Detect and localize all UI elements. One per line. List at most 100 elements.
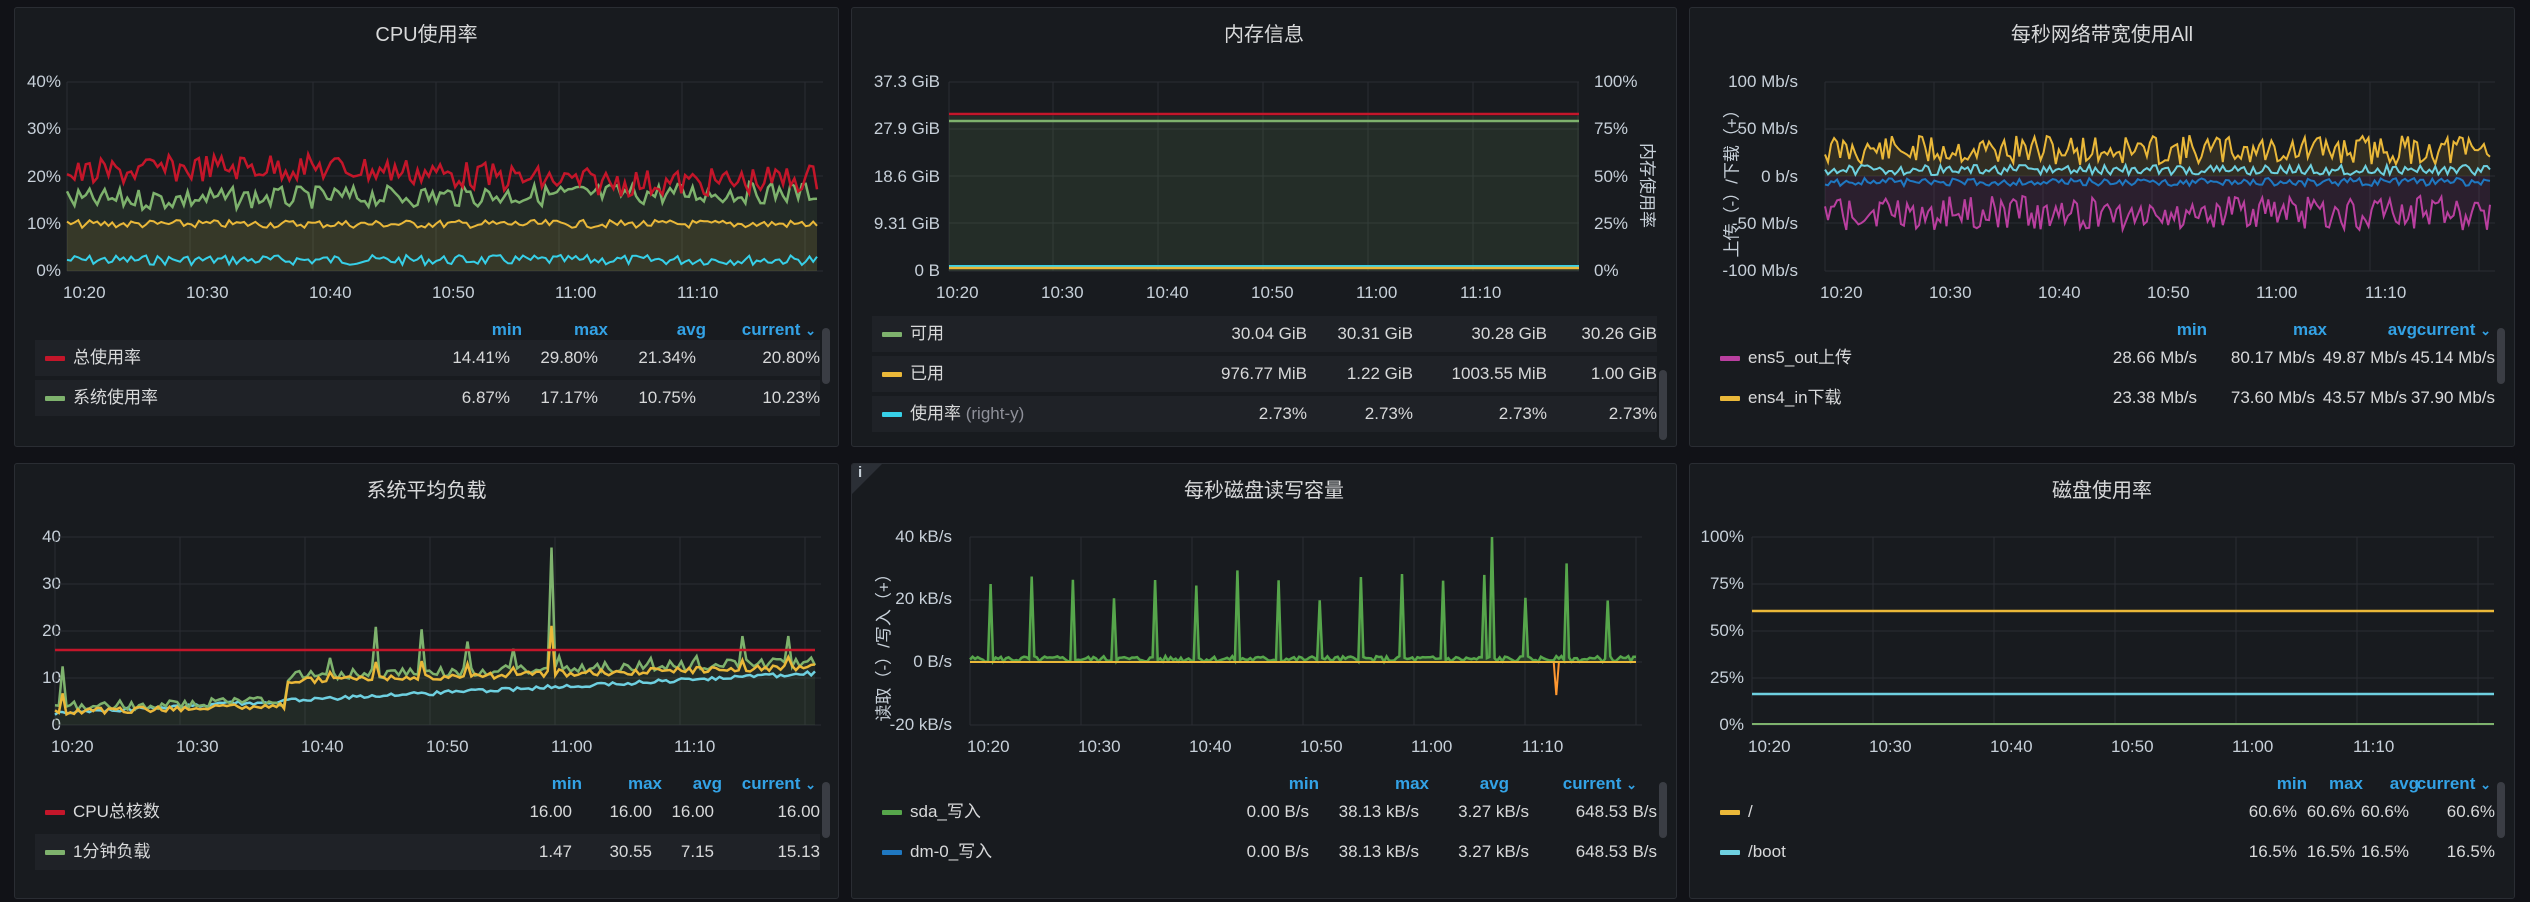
value-current: 10.23% [762,388,820,407]
legend-header-max[interactable]: max [2292,320,2327,339]
panel-title[interactable]: 内存信息 [1224,24,1304,46]
legend-row[interactable]: 已用 976.77 MiB 1.22 GiB 1003.55 MiB 1.00 … [872,356,1657,392]
legend-header-current[interactable]: current ⌄ [742,320,816,340]
load-plot[interactable] [54,527,839,727]
value-current: 20.80% [762,348,820,367]
series-name[interactable]: dm-0_写入 [910,842,993,861]
series-color-swatch[interactable] [1720,356,1740,361]
legend-scrollbar[interactable] [1659,370,1667,440]
legend-scrollbar[interactable] [2497,782,2505,838]
disk-io-panel: i 每秒磁盘读写容量 读取（-）/写入（+） 40 kB/s 20 kB/s 0… [851,463,1677,899]
legend-header-min[interactable]: min [2276,774,2307,793]
legend-row[interactable]: / 60.6% 60.6% 60.6% 60.6% [1710,794,2495,830]
legend-scrollbar[interactable] [822,782,830,838]
legend-table: min max avg current ⌄ ens5_out上传 28.66 M… [1710,320,2505,440]
legend-row[interactable]: CPU总核数 16.00 16.00 16.00 16.00 [35,794,820,830]
legend-row[interactable]: 1分钟负载 1.47 30.55 7.15 15.13 [35,834,820,870]
series-name[interactable]: 已用 [910,356,944,392]
legend-header-current[interactable]: current ⌄ [2417,320,2491,340]
legend-header-max[interactable]: max [1394,774,1429,793]
value-min: 28.66 Mb/s [2112,348,2197,367]
panel-title[interactable]: 磁盘使用率 [2052,480,2152,502]
legend-header-max[interactable]: max [2328,774,2363,793]
cpu-plot[interactable] [65,72,839,272]
legend-row[interactable]: 使用率 (right-y) 2.73% 2.73% 2.73% 2.73% [872,396,1657,432]
legend-header-avg[interactable]: avg [1479,774,1509,793]
series-name[interactable]: sda_写入 [910,802,981,821]
legend-header-max[interactable]: max [573,320,608,339]
series-color-swatch[interactable] [45,396,65,401]
legend-row[interactable]: 系统使用率 6.87% 17.17% 10.75% 10.23% [35,380,820,416]
legend-header-min[interactable]: min [1288,774,1319,793]
memory-plot[interactable] [948,72,1579,272]
series-color-swatch[interactable] [882,810,902,815]
series-name[interactable]: / [1748,802,1753,821]
legend-header-max[interactable]: max [627,774,662,793]
legend-header-current-label: current [741,774,801,793]
series-name[interactable]: ens4_in下载 [1748,388,1842,407]
value-avg: 21.34% [638,348,696,367]
series-name[interactable]: 可用 [910,316,944,352]
y-tick: 25% [1594,214,1629,233]
panel-title[interactable]: 每秒网络带宽使用All [2010,24,2194,46]
series-name[interactable]: CPU总核数 [73,802,160,821]
disk-usage-plot[interactable] [1751,527,2515,727]
series-name[interactable]: 系统使用率 [73,388,158,407]
series-color-swatch[interactable] [1720,396,1740,401]
series-color-swatch[interactable] [1720,850,1740,855]
x-tick: 11:10 [677,283,719,302]
series-color-swatch[interactable] [882,412,902,417]
series-color-swatch[interactable] [882,372,902,377]
legend-header-avg[interactable]: avg [2387,320,2417,339]
y-tick: -20 kB/s [889,715,952,734]
legend-header-current[interactable]: current ⌄ [1563,774,1637,794]
series-color-swatch[interactable] [882,332,902,337]
legend-row[interactable]: ens5_out上传 28.66 Mb/s 80.17 Mb/s 49.87 M… [1710,340,2495,376]
y-tick: 25% [1709,668,1744,687]
legend-header-min[interactable]: min [551,774,582,793]
legend-header-min[interactable]: min [2176,320,2207,339]
value-avg: 2.73% [1498,404,1547,423]
series-color-swatch[interactable] [45,356,65,361]
series-color-swatch[interactable] [882,850,902,855]
legend-scrollbar[interactable] [2497,328,2505,384]
legend-row[interactable]: /boot 16.5% 16.5% 16.5% 16.5% [1710,834,2495,870]
disk-io-plot[interactable] [969,527,1650,727]
legend-row[interactable]: dm-0_写入 0.00 B/s 38.13 kB/s 3.27 kB/s 64… [872,834,1657,870]
series-color-swatch[interactable] [45,850,65,855]
legend-header-avg[interactable]: avg [2389,774,2419,793]
legend-scrollbar[interactable] [1659,782,1667,838]
panel-info-corner[interactable]: i [852,464,882,494]
x-tick: 10:20 [63,283,106,302]
axis-suffix: (right-y) [965,404,1025,423]
panel-title[interactable]: 系统平均负载 [366,480,487,502]
y-tick: 0 B/s [913,652,952,671]
legend-row[interactable]: 可用 30.04 GiB 30.31 GiB 30.28 GiB 30.26 G… [872,316,1657,352]
value-max: 16.00 [609,802,652,821]
value-avg: 16.5% [2360,842,2409,861]
legend-row[interactable]: 总使用率 14.41% 29.80% 21.34% 20.80% [35,340,820,376]
panel-title[interactable]: CPU使用率 [375,24,478,46]
legend-header-avg[interactable]: avg [676,320,706,339]
series-name[interactable]: 使用率 (right-y) [910,396,1024,432]
series-color-swatch[interactable] [45,810,65,815]
legend-row[interactable]: sda_写入 0.00 B/s 38.13 kB/s 3.27 kB/s 648… [872,794,1657,830]
legend-row[interactable]: ens4_in下载 23.38 Mb/s 73.60 Mb/s 43.57 Mb… [1710,380,2495,416]
panel-title[interactable]: 每秒磁盘读写容量 [1184,480,1344,502]
network-plot[interactable] [1824,72,2495,272]
value-min: 0.00 B/s [1246,802,1309,821]
chevron-down-icon: ⌄ [805,323,816,338]
legend-header-avg[interactable]: avg [692,774,722,793]
y-tick: 10% [26,214,61,233]
legend-scrollbar[interactable] [822,328,830,384]
value-avg: 3.27 kB/s [1458,802,1529,821]
series-name[interactable]: /boot [1748,842,1786,861]
legend-header-min[interactable]: min [491,320,522,339]
info-icon: i [858,464,863,481]
series-name[interactable]: 1分钟负载 [73,842,151,861]
series-name[interactable]: ens5_out上传 [1748,348,1852,367]
series-color-swatch[interactable] [1720,810,1740,815]
series-name[interactable]: 总使用率 [73,348,141,367]
legend-header-current[interactable]: current ⌄ [2417,774,2491,794]
legend-header-current[interactable]: current ⌄ [742,774,816,794]
